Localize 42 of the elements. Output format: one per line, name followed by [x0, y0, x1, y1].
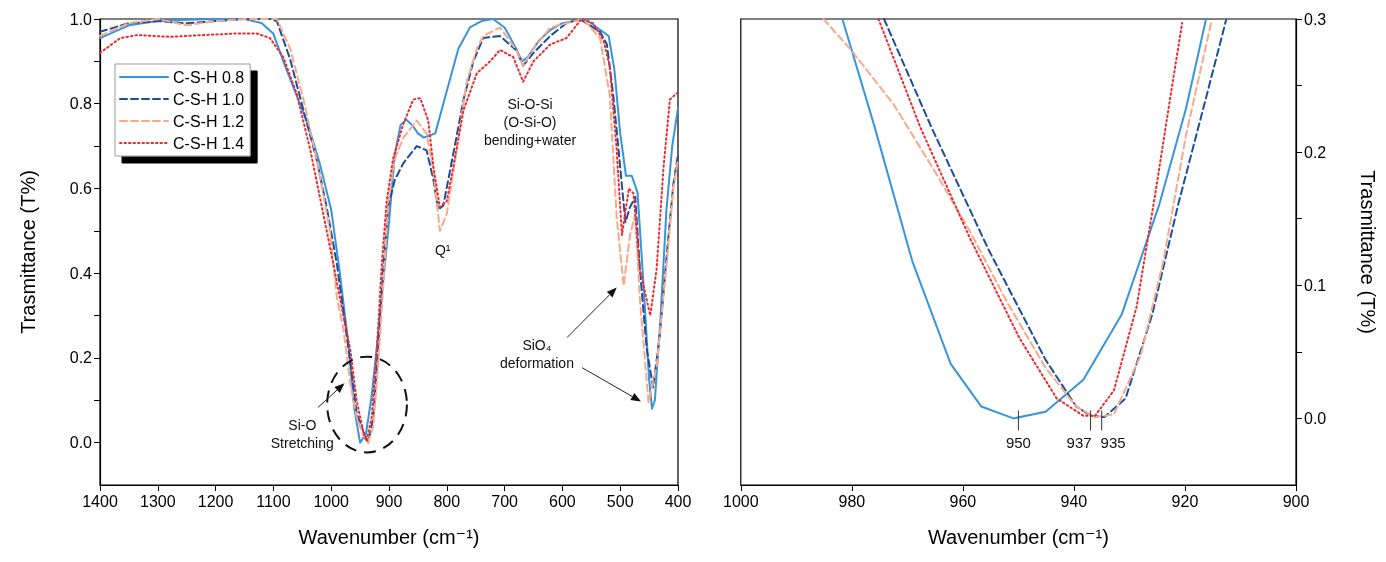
y-tick-label: 0.4 [69, 264, 93, 282]
x-tick-label: 900 [375, 492, 403, 510]
x-tick-label: 1400 [82, 492, 118, 510]
annotation: 937 [1066, 434, 1092, 452]
x-tick-label: 1100 [256, 492, 291, 510]
y-tick-label: 0.0 [1304, 409, 1327, 427]
legend-label: C-S-H 1.0 [173, 90, 245, 108]
y-tick-label: 0.3 [1304, 10, 1327, 28]
legend-label: C-S-H 1.2 [173, 112, 245, 130]
y-tick-label: 1.0 [69, 10, 93, 28]
y-axis-title: Trasmittance (T%) [17, 170, 39, 334]
y-tick-label: 0.6 [69, 179, 93, 197]
y-tick-label: 0.1 [1304, 276, 1327, 294]
x-axis-title: Wavenumber (cm⁻¹) [927, 526, 1109, 548]
annotation: SiO₄ deformation [500, 336, 574, 371]
annotation: Si-O-Si (O-Si-O) bending+water [483, 95, 577, 148]
x-tick-label: 1000 [313, 492, 350, 510]
annotation: Si-O Stretching [270, 417, 334, 452]
y-axis-title: Trasmittance (T%) [1357, 170, 1379, 334]
x-tick-label: 700 [491, 492, 519, 510]
legend-label: C-S-H 1.4 [173, 134, 245, 152]
x-tick-label: 400 [664, 492, 692, 510]
x-tick-label: 1200 [197, 492, 234, 510]
x-tick-label: 600 [549, 492, 576, 510]
x-tick-label: 800 [433, 492, 461, 510]
x-tick-label: 920 [1171, 492, 1199, 510]
x-tick-label: 900 [1282, 492, 1310, 510]
x-tick-label: 980 [838, 492, 866, 510]
y-tick-label: 0.0 [69, 434, 93, 452]
x-tick-label: 500 [606, 492, 634, 510]
annotation: 950 [1005, 434, 1031, 452]
y-tick-label: 0.2 [69, 349, 93, 367]
x-tick-label: 960 [949, 492, 977, 510]
x-tick-label: 940 [1060, 492, 1088, 510]
x-axis-title: Wavenumber (cm⁻¹) [298, 526, 480, 548]
x-tick-label: 1000 [723, 492, 759, 510]
x-tick-label: 1300 [140, 492, 176, 510]
annotation: Q¹ [434, 241, 451, 258]
y-tick-label: 0.2 [1304, 143, 1327, 161]
y-tick-label: 0.8 [69, 95, 93, 113]
legend-label: C-S-H 0.8 [173, 68, 245, 86]
annotation: 935 [1100, 434, 1126, 452]
